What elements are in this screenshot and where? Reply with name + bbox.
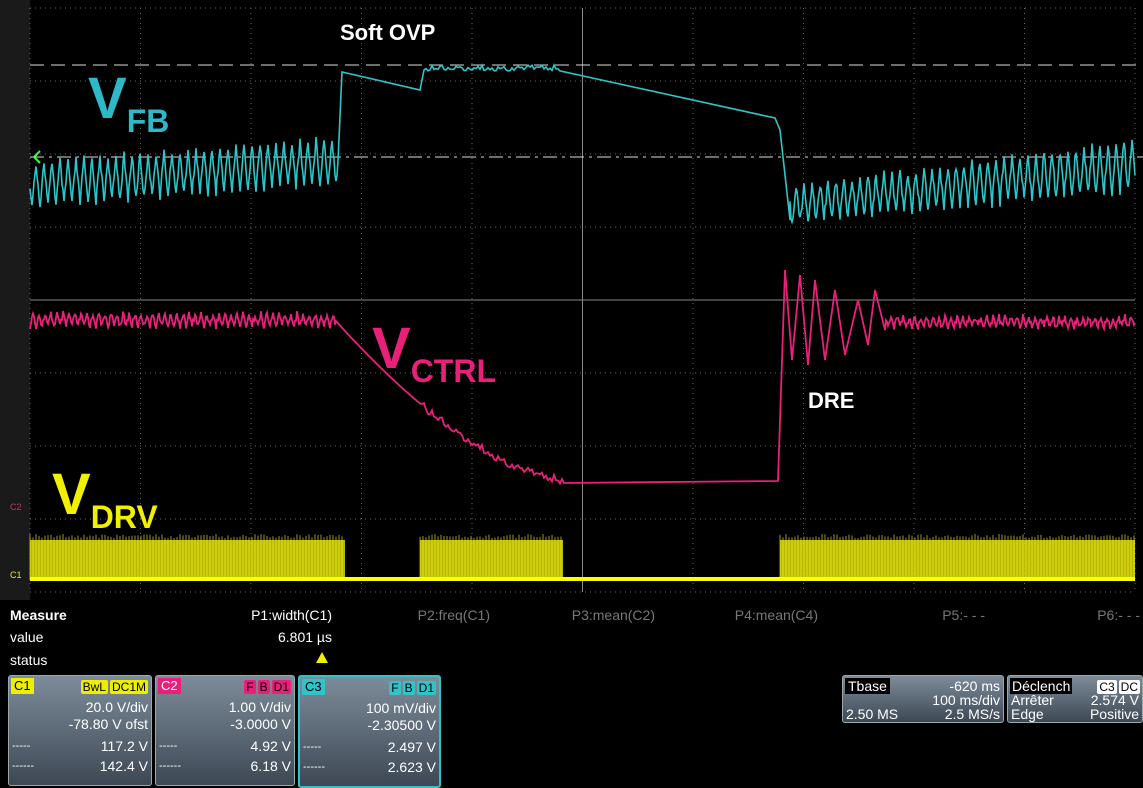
channel-scale: 20.0 V/div bbox=[85, 699, 148, 715]
channel-box: C1 BwL DC1M 20.0 V/div -78.80 V ofst ----- 117… bbox=[8, 675, 152, 786]
trig-title: Déclench bbox=[1010, 678, 1073, 694]
badge: F bbox=[244, 680, 256, 694]
annotation: DRE bbox=[808, 388, 854, 413]
timebase-box: Tbase -620 ms 100 ms/div 2.50 MS 2.5 MS/s bbox=[842, 675, 1004, 723]
measure-param: P1:width(C1) bbox=[251, 607, 332, 623]
ctrl-trace bbox=[29, 269, 1136, 486]
fb-label-sub: FB bbox=[127, 103, 170, 139]
side-marker: C2 bbox=[10, 502, 22, 512]
tb-title: Tbase bbox=[845, 678, 890, 694]
drv-pulses bbox=[779, 534, 1135, 580]
channel-box: C3 F B D1 100 mV/div -2.30500 V ----- 2.497 V --… bbox=[298, 675, 441, 788]
drv-pulses bbox=[29, 534, 343, 580]
row-marker: ------ bbox=[159, 760, 181, 772]
channel-box: C2 F B D1 1.00 V/div -3.0000 V ----- 4.92 V ----… bbox=[155, 675, 295, 786]
measure-title: Measure bbox=[10, 607, 67, 623]
warning-icon bbox=[316, 652, 328, 663]
row-marker: ----- bbox=[159, 740, 178, 752]
measure-param: P3:mean(C2) bbox=[571, 607, 655, 623]
left-strip bbox=[0, 0, 30, 600]
trigger-box: Déclench C3 DC Arrêter 2.574 V Edge Positive bbox=[1007, 675, 1143, 723]
tb-points: 2.50 MS bbox=[846, 706, 899, 722]
drv-label-main: V bbox=[52, 462, 91, 527]
row-value: 6.18 V bbox=[250, 758, 291, 774]
badges: BwL DC1M bbox=[79, 678, 148, 694]
ctrl-label-main: V bbox=[372, 316, 411, 381]
channel-name: C1 bbox=[11, 678, 34, 694]
drv-low bbox=[30, 577, 1135, 581]
channel-name: C2 bbox=[158, 678, 181, 694]
row-marker: ------ bbox=[303, 761, 325, 773]
badge: D1 bbox=[271, 680, 291, 694]
badge: C3 bbox=[1097, 680, 1117, 694]
row-value: 2.497 V bbox=[387, 739, 436, 755]
ctrl-label: VCTRL bbox=[372, 316, 496, 389]
trig-slope: Positive bbox=[1089, 706, 1139, 722]
side-marker: C1 bbox=[10, 570, 22, 580]
channel-name: C3 bbox=[302, 679, 325, 695]
badges: C3 DC bbox=[1095, 678, 1140, 694]
channel-scale: 1.00 V/div bbox=[228, 699, 291, 715]
badges: F B D1 bbox=[387, 679, 436, 695]
drv-pulses bbox=[419, 534, 562, 580]
badges: F B D1 bbox=[242, 678, 291, 694]
tb-rate: 2.5 MS/s bbox=[944, 706, 1000, 722]
badge: B bbox=[402, 681, 415, 695]
trig-mode: Arrêter bbox=[1011, 692, 1054, 708]
badge: D1 bbox=[416, 681, 436, 695]
channel-offset: -78.80 V ofst bbox=[68, 716, 148, 732]
measure-param: P4:mean(C4) bbox=[734, 607, 818, 623]
badge: F bbox=[389, 681, 401, 695]
trig-type: Edge bbox=[1011, 706, 1044, 722]
fb-trace bbox=[29, 63, 1136, 226]
tb-delay: -620 ms bbox=[949, 678, 1000, 694]
annotation: Soft OVP bbox=[340, 20, 435, 45]
measure-value: 6.801 µs bbox=[278, 629, 332, 645]
trigger-marker bbox=[32, 150, 41, 164]
row-value: 117.2 V bbox=[100, 738, 148, 754]
drv-band bbox=[30, 540, 345, 580]
row-value: 4.92 V bbox=[250, 738, 291, 754]
fb-label: VFB bbox=[88, 66, 169, 139]
drv-label: VDRV bbox=[52, 462, 158, 535]
row-marker: ------ bbox=[12, 760, 34, 772]
row-label: status bbox=[10, 652, 48, 668]
row-value: 142.4 V bbox=[99, 758, 148, 774]
badge: B bbox=[257, 680, 270, 694]
channel-offset: -2.30500 V bbox=[367, 717, 437, 733]
channel-offset: -3.0000 V bbox=[230, 716, 291, 732]
ctrl-label-sub: CTRL bbox=[411, 353, 496, 389]
trig-level: 2.574 V bbox=[1090, 692, 1139, 708]
measure-param: P5:- - - bbox=[942, 607, 985, 623]
tb-scale: 100 ms/div bbox=[932, 692, 1000, 708]
badge: DC bbox=[1118, 680, 1140, 694]
badge: DC1M bbox=[109, 680, 148, 694]
row-marker: ----- bbox=[12, 740, 31, 752]
measure-param: P2:freq(C1) bbox=[417, 607, 490, 623]
channel-scale: 100 mV/div bbox=[365, 700, 436, 716]
row-value: 2.623 V bbox=[387, 759, 436, 775]
drv-label-sub: DRV bbox=[91, 499, 159, 535]
row-label: value bbox=[10, 629, 44, 645]
badge: BwL bbox=[80, 680, 108, 694]
row-marker: ----- bbox=[303, 741, 322, 753]
fb-label-main: V bbox=[88, 66, 127, 131]
measure-param: P6:- - - bbox=[1097, 607, 1140, 623]
